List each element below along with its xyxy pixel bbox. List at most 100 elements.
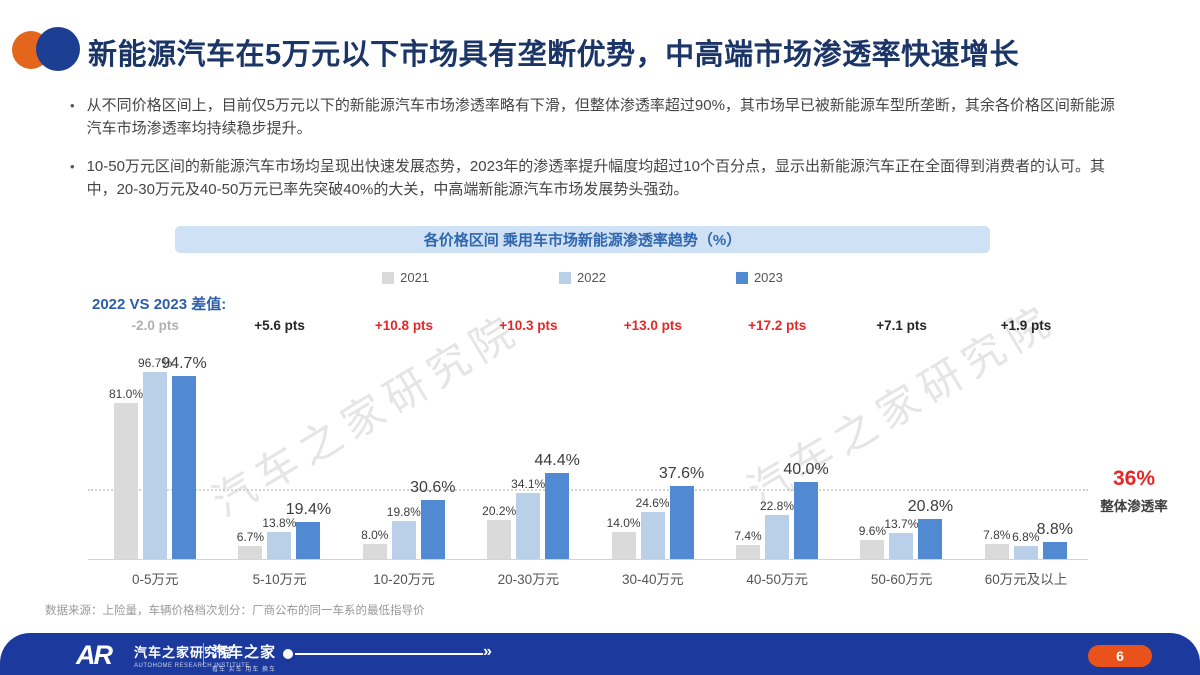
x-axis-category-label: 30-40万元 — [622, 572, 684, 587]
legend-swatch-icon — [382, 271, 395, 284]
bar-value-label: 34.1% — [511, 477, 546, 492]
legend-swatch-icon — [559, 271, 572, 284]
bar-2023-40-50万元 — [794, 481, 818, 559]
bar-value-label: 6.8% — [1012, 529, 1040, 544]
bar-2021-10-20万元 — [362, 543, 387, 559]
bar-value-label: 44.4% — [534, 452, 580, 470]
bar-value-label: 7.8% — [983, 527, 1011, 542]
bar-2022-40-50万元 — [765, 514, 789, 559]
footer-bar: AR 汽车之家研究院 AUTOHOME RESEARCH INSTITUTE 汽… — [0, 633, 1200, 675]
diff-value: -2.0 pts — [131, 318, 179, 333]
progress-arrow-icon: » — [483, 643, 492, 660]
bar-2022-0-5万元 — [143, 372, 167, 559]
bar-value-label: 96.7% — [137, 356, 173, 371]
bar-value-label: 40.0% — [783, 460, 829, 478]
bar-value-label: 8.0% — [361, 527, 389, 542]
bar-2023-60万元及以上 — [1042, 542, 1067, 559]
bar-value-label: 13.7% — [884, 516, 919, 531]
bar-value-label: 7.4% — [734, 528, 762, 543]
diff-value: +17.2 pts — [748, 318, 807, 333]
bar-value-label: 94.7% — [161, 355, 207, 373]
chart-title: 各价格区间 乘用车市场新能源渗透率趋势（%） — [423, 232, 742, 249]
bar-value-label: 20.8% — [907, 497, 954, 515]
reference-line-36pct — [88, 489, 1088, 491]
bar-2021-50-60万元 — [860, 540, 885, 559]
bar-2022-20-30万元 — [516, 493, 541, 559]
bar-value-label: 19.4% — [285, 500, 332, 518]
bar-2021-20-30万元 — [487, 520, 512, 559]
chart-title-banner: 各价格区间 乘用车市场新能源渗透率趋势（%） — [175, 226, 990, 253]
bar-value-label: 8.8% — [1036, 521, 1074, 539]
legend-item-2022: 2022 — [559, 270, 606, 285]
x-axis-category-label: 60万元及以上 — [984, 572, 1068, 587]
research-institute-block: 汽车之家研究院 AUTOHOME RESEARCH INSTITUTE — [134, 642, 250, 669]
diff-value: +7.1 pts — [876, 318, 927, 333]
diff-value: +10.3 pts — [499, 318, 558, 333]
bar-value-label: 20.2% — [482, 504, 517, 518]
page-title: 新能源汽车在5万元以下市场具有垄断优势，中高端市场渗透率快速增长 — [88, 39, 1020, 71]
bar-2021-5-10万元 — [238, 546, 263, 559]
bar-2023-20-30万元 — [545, 473, 570, 559]
bar-2022-10-20万元 — [391, 520, 416, 559]
research-institute-name-en: AUTOHOME RESEARCH INSTITUTE — [134, 663, 250, 669]
bar-value-label: 30.6% — [410, 478, 456, 496]
x-axis-category-label: 20-30万元 — [497, 572, 560, 587]
progress-indicator: » — [283, 643, 503, 661]
overall-penetration-value: 36% — [1112, 467, 1156, 490]
bullet-item: • 从不同价格区间上，目前仅5万元以下的新能源汽车市场渗透率略有下滑，但整体渗透… — [70, 94, 1140, 140]
bar-value-label: 19.8% — [386, 504, 421, 519]
progress-line — [295, 653, 483, 655]
bar-2023-5-10万元 — [296, 521, 321, 559]
research-institute-name: 汽车之家研究院 — [134, 645, 233, 660]
diff-value: +1.9 pts — [1000, 318, 1052, 333]
bullet-text: 10-50万元区间的新能源汽车市场均呈现出快速发展态势，2023年的渗透率提升幅… — [86, 158, 1105, 198]
bar-2021-30-40万元 — [611, 531, 636, 559]
bullet-marker: • — [70, 98, 75, 113]
bar-2023-50-60万元 — [918, 518, 943, 559]
bar-value-label: 81.0% — [108, 386, 144, 401]
bullet-item: • 10-50万元区间的新能源汽车市场均呈现出快速发展态势，2023年的渗透率提… — [70, 155, 1140, 201]
x-axis-line — [88, 559, 1088, 560]
page-number-badge: 6 — [1088, 645, 1152, 667]
brand-tagline: 看车 买车 用车 换车 — [212, 667, 277, 673]
legend-item-2021: 2021 — [382, 270, 429, 285]
bar-2022-5-10万元 — [267, 532, 292, 559]
legend-label: 2021 — [400, 270, 430, 285]
bar-2023-0-5万元 — [172, 376, 196, 559]
data-source-note: 数据来源：上险量，车辆价格档次划分：厂商公布的同一车系的最低指导价 — [45, 605, 425, 617]
footer-divider — [203, 643, 204, 665]
bar-value-label: 22.8% — [759, 498, 795, 513]
bar-2022-50-60万元 — [889, 532, 914, 559]
autohome-research-logo-icon: AR — [76, 640, 113, 670]
diff-row-label: 2022 VS 2023 差值: — [92, 296, 227, 313]
legend-label: 2022 — [577, 270, 606, 285]
overall-penetration-annotation: 36% 整体渗透率 — [1086, 467, 1182, 515]
bar-value-label: 14.0% — [606, 515, 641, 530]
bar-value-label: 13.8% — [262, 516, 297, 531]
x-axis-category-label: 10-20万元 — [373, 572, 435, 587]
legend-item-2023: 2023 — [735, 270, 783, 285]
bar-2021-60万元及以上 — [984, 543, 1009, 559]
bar-value-label: 24.6% — [635, 495, 670, 510]
bar-value-label: 37.6% — [658, 465, 705, 483]
bar-2023-30-40万元 — [669, 486, 694, 559]
bar-value-label: 6.7% — [236, 530, 265, 545]
brand-block: 汽车之家 看车 买车 用车 换车 — [212, 641, 276, 673]
x-axis-category-label: 40-50万元 — [746, 572, 808, 587]
bar-2021-40-50万元 — [736, 544, 760, 559]
progress-dot-icon — [283, 649, 293, 659]
bar-2022-30-40万元 — [640, 511, 665, 559]
chart-legend: 2021 2022 2023 — [175, 270, 990, 285]
brand-name: 汽车之家 — [212, 644, 277, 661]
diff-value: +13.0 pts — [623, 318, 682, 333]
bar-2021-0-5万元 — [114, 402, 138, 559]
bar-2023-10-20万元 — [420, 499, 445, 559]
summary-bullets: • 从不同价格区间上，目前仅5万元以下的新能源汽车市场渗透率略有下滑，但整体渗透… — [70, 94, 1140, 201]
diff-value: +5.6 pts — [254, 318, 305, 333]
diff-value: +10.8 pts — [374, 318, 434, 333]
title-bullet-blue-circle-icon — [36, 27, 80, 71]
bullet-marker: • — [70, 159, 75, 174]
x-axis-category-label: 5-10万元 — [252, 572, 307, 587]
